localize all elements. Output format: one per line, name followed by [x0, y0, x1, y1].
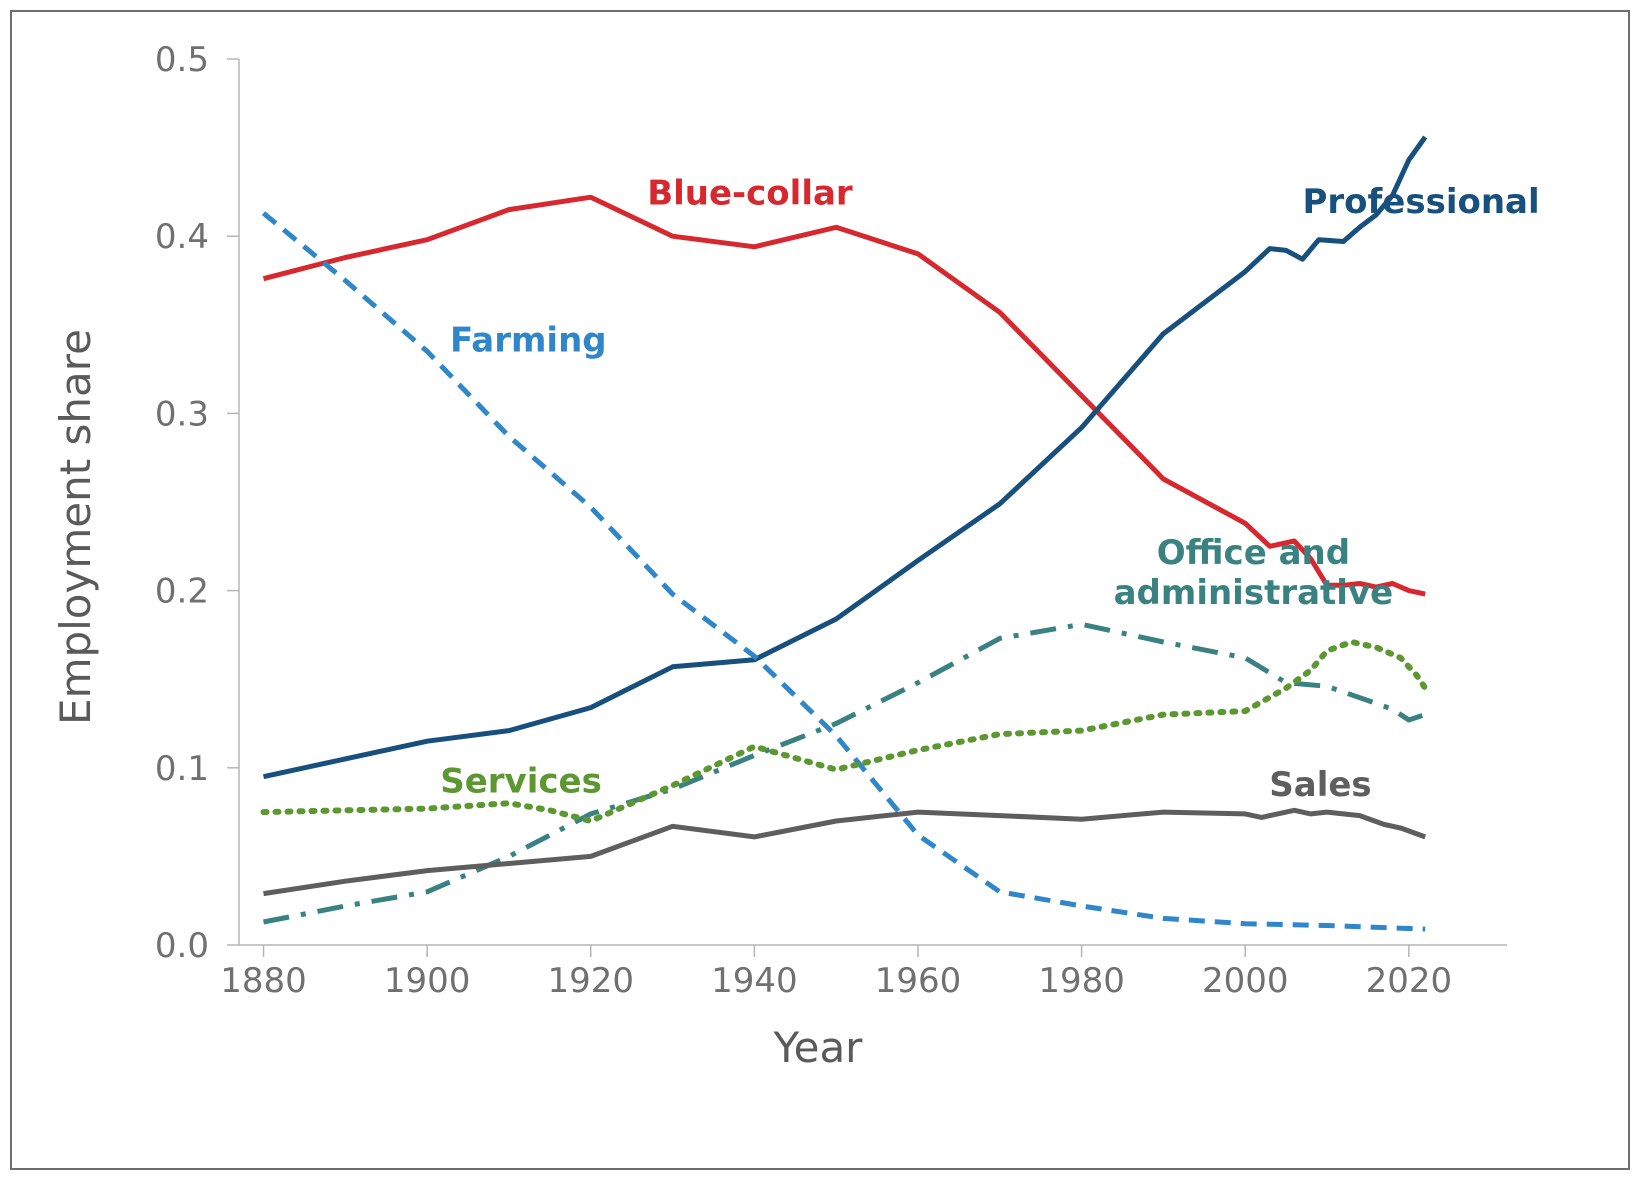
chart-frame: 0.0 0.1 0.2 0.3 0.4 0.5 1880 1900 1920 1940 1960 19… [10, 10, 1630, 1170]
line-chart: 0.0 0.1 0.2 0.3 0.4 0.5 1880 1900 1920 1940 1960 19… [51, 40, 1540, 1072]
axes: 0.0 0.1 0.2 0.3 0.4 0.5 1880 1900 1920 1940 1960 19… [155, 40, 1507, 1001]
professional-label: Professional [1302, 182, 1539, 222]
services-label-line: Services [440, 762, 602, 802]
x-tick-label: 1940 [711, 961, 798, 1001]
x-tick-label: 1880 [220, 961, 307, 1001]
office-and-administrative-label-line: administrative [1114, 573, 1394, 613]
y-tick-label: 0.1 [155, 749, 209, 789]
y-tick-label: 0.3 [155, 394, 209, 434]
blue-collar-label-line: Blue-collar [647, 173, 853, 213]
office-and-administrative-label: Office and administrative [1114, 533, 1394, 613]
professional-line [262, 135, 1428, 780]
x-axis-title: Year [773, 1023, 864, 1072]
series-labels: Blue-collar Professional Farming Office and… [440, 173, 1539, 805]
services-label: Services [440, 762, 602, 802]
y-tick-label: 0.4 [155, 217, 209, 257]
y-tick-label: 0.0 [155, 926, 209, 966]
office-and-administrative-line [263, 621, 1426, 925]
x-tick-label: 2000 [1202, 961, 1289, 1001]
x-tick-label: 1960 [875, 961, 962, 1001]
sales-label-line: Sales [1269, 765, 1371, 805]
blue-collar-label: Blue-collar [647, 173, 853, 213]
office-and-administrative-label-line: Office and [1157, 533, 1350, 573]
farming-label: Farming [450, 320, 607, 360]
sales-line [263, 807, 1427, 897]
sales-label: Sales [1269, 765, 1371, 805]
services-line [260, 639, 1429, 824]
farming-label-line: Farming [450, 320, 607, 360]
professional-label-line: Professional [1302, 182, 1539, 222]
y-axis-title: Employment share [51, 329, 100, 725]
blue-collar-line [262, 194, 1426, 597]
y-tick-label: 0.2 [155, 572, 209, 612]
x-tick-label: 2020 [1366, 961, 1453, 1001]
x-tick-label: 1900 [384, 961, 471, 1001]
y-tick-label: 0.5 [155, 40, 209, 80]
x-tick-label: 1980 [1038, 961, 1125, 1001]
series-group [260, 135, 1429, 932]
farming-line [261, 211, 1426, 932]
x-tick-label: 1920 [548, 961, 635, 1001]
